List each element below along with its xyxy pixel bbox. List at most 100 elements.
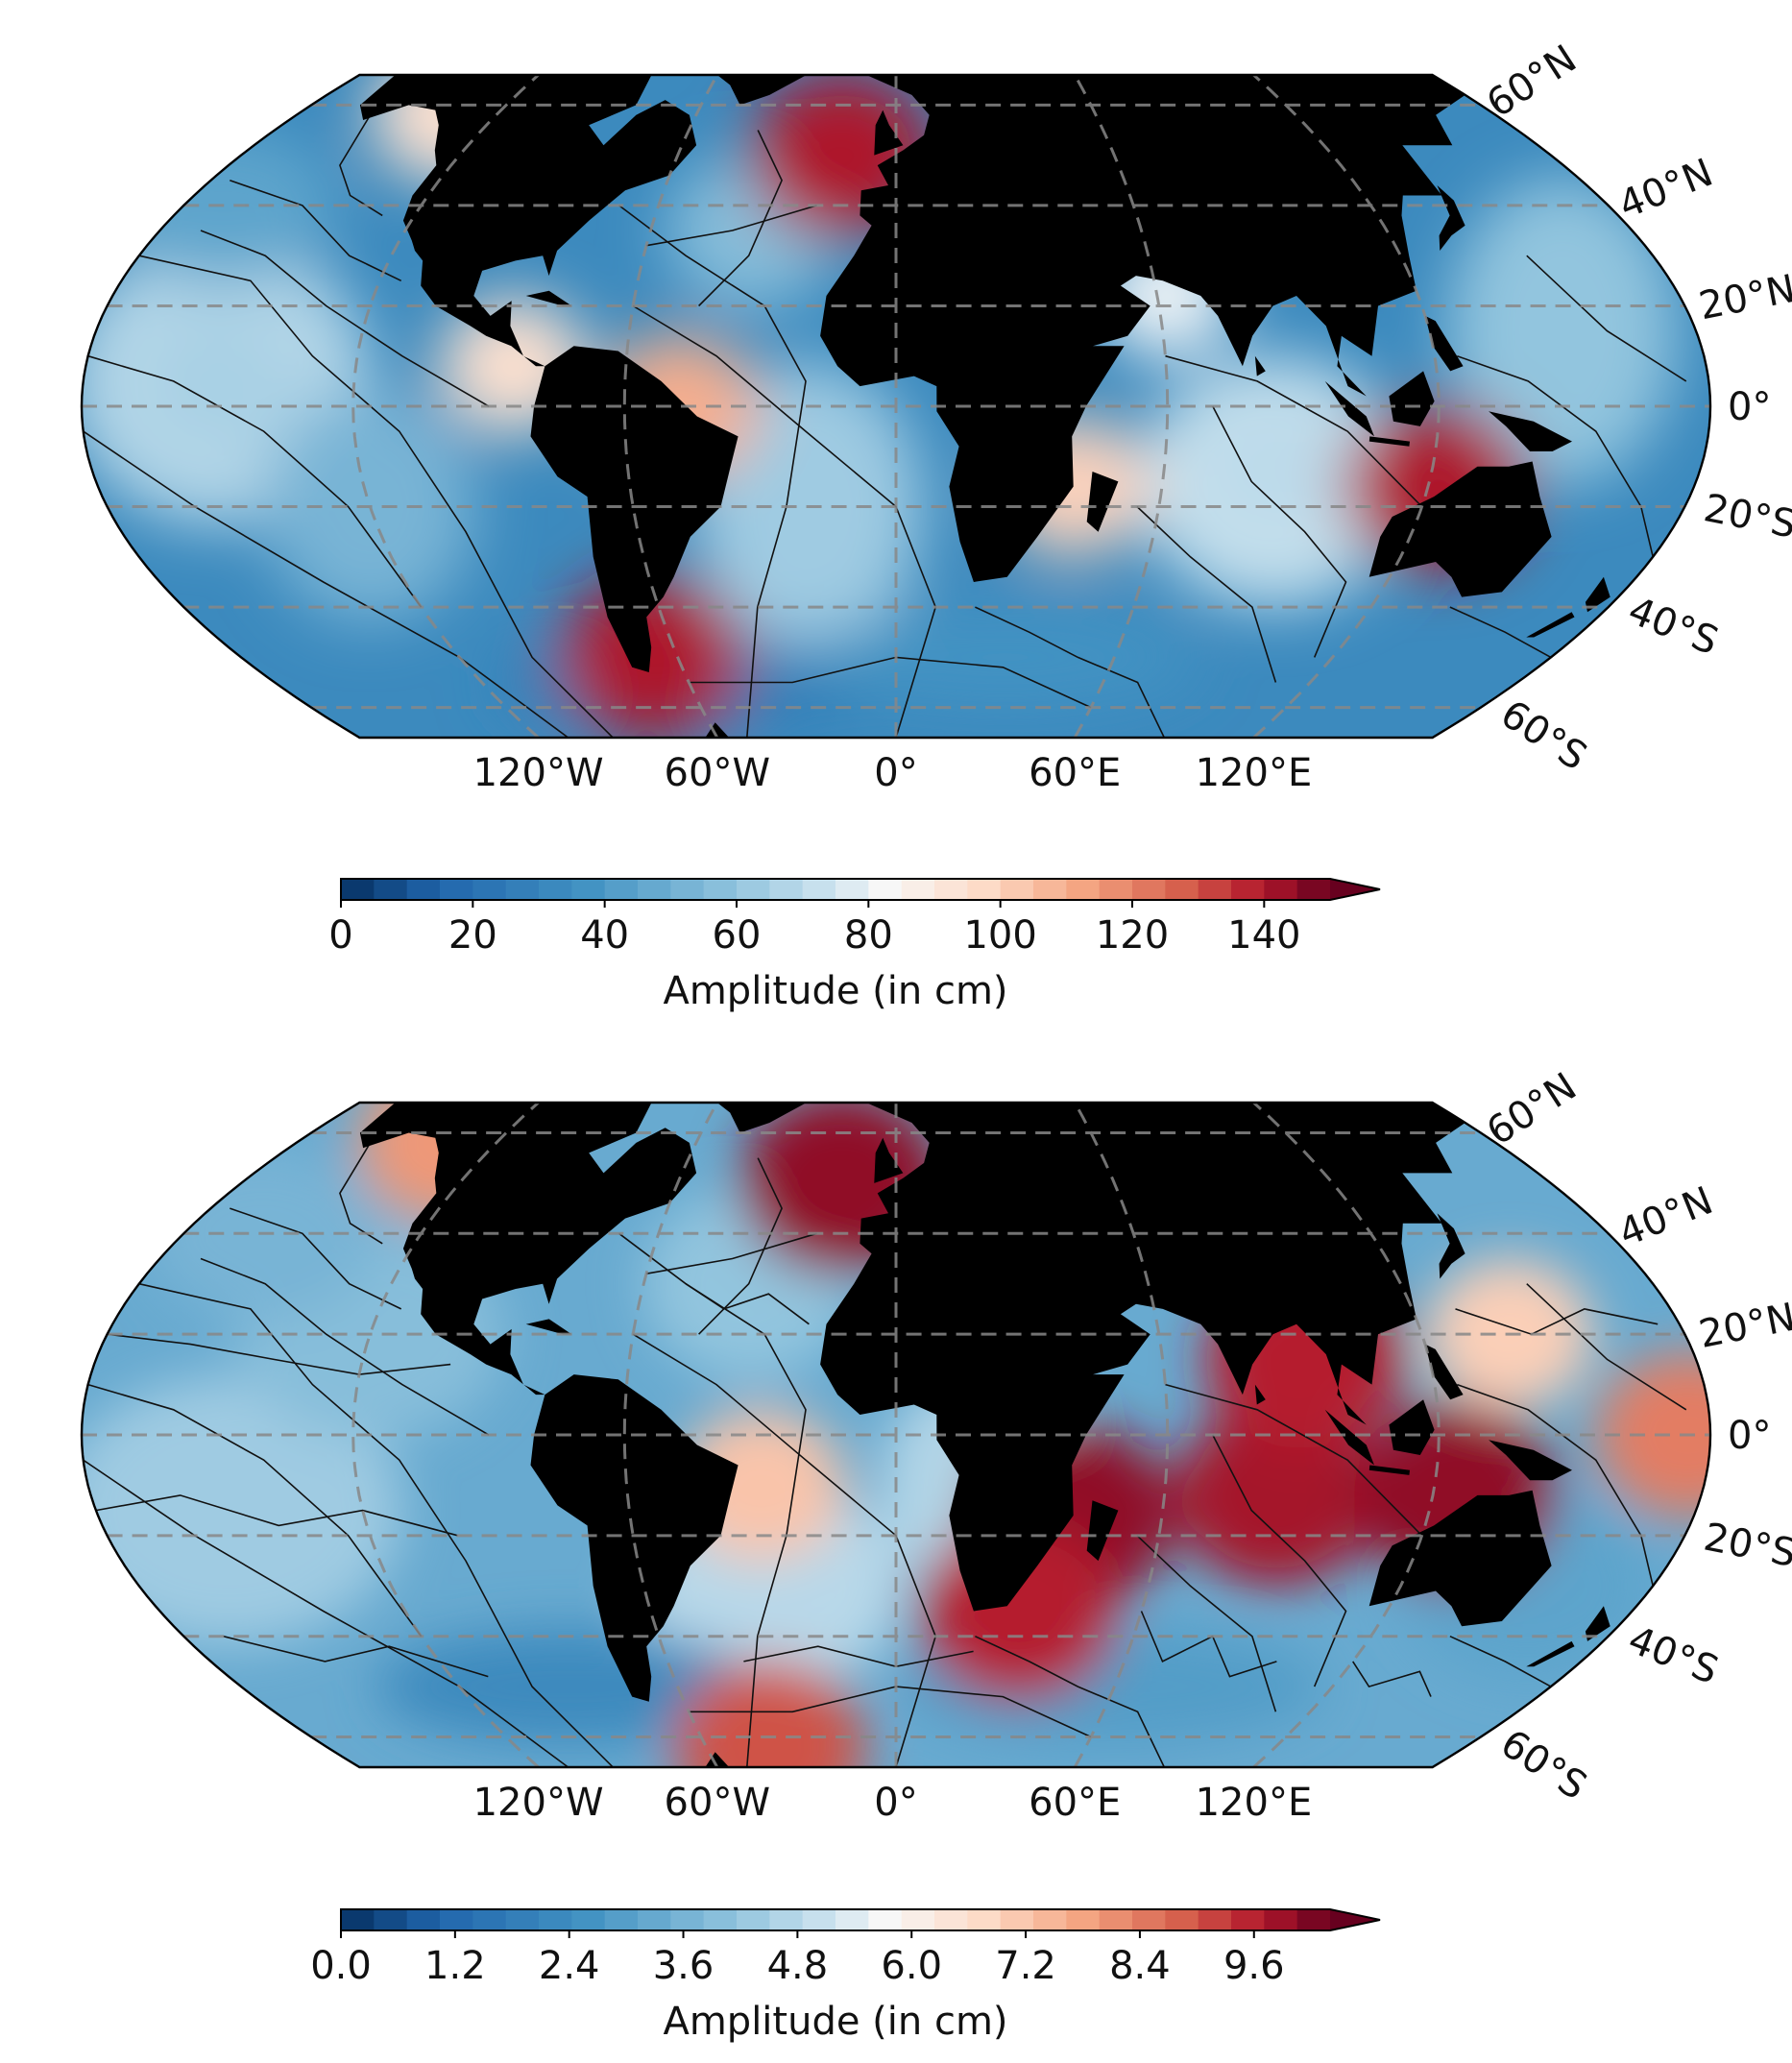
land-new-guinea <box>1489 411 1572 451</box>
colorbar-cell <box>802 879 836 900</box>
land-australia <box>1368 461 1552 597</box>
colorbar-top-frame <box>340 878 1381 901</box>
longitude-label: 120°W <box>473 1781 604 1825</box>
colorbar-bottom-label: Amplitude (in cm) <box>663 2000 1007 2044</box>
latitude-label: 20°N <box>1696 1296 1792 1357</box>
latitude-label: 0° <box>1728 1414 1771 1458</box>
cotidal-line <box>1165 1383 1423 1537</box>
longitude-label: 120°W <box>473 751 604 795</box>
colorbar-cell <box>341 879 375 900</box>
colorbar-cell <box>1033 879 1067 900</box>
colorbar-cell <box>1000 1909 1034 1930</box>
land-philippines <box>1425 1344 1464 1400</box>
hotspot-indian-ocean-amphidrome <box>1210 407 1342 525</box>
land-new-zealand-n <box>1585 1606 1610 1641</box>
land-new-zealand-s <box>1526 1640 1575 1667</box>
cotidal-line <box>1455 1308 1659 1336</box>
hotspot-patagonia <box>560 573 745 738</box>
colorbar-top-ticks: 0 20 40 60 80 100 120 140 <box>328 900 1301 958</box>
colorbar-cell <box>901 879 935 900</box>
colorbar-tick-label: 20 <box>448 913 497 958</box>
land-madagascar <box>1086 1500 1119 1562</box>
cotidal-line <box>975 606 1166 738</box>
colorbar-cell <box>868 1909 903 1930</box>
colorbar-cell <box>934 879 968 900</box>
land-japan <box>1437 185 1465 251</box>
cotidal-line <box>618 205 807 738</box>
cotidal-line <box>743 1645 974 1668</box>
cotidal-line <box>200 1257 490 1436</box>
colorbar-cell <box>374 1909 408 1930</box>
land-new-guinea <box>1489 1440 1572 1481</box>
colorbar-cell <box>1033 1909 1067 1930</box>
colorbar-cell <box>769 879 804 900</box>
graticule-meridian <box>1252 1103 1441 1767</box>
cotidal-line <box>632 304 937 738</box>
cotidal-line <box>1449 1635 1552 1687</box>
land-new-zealand-n <box>1585 576 1610 613</box>
land-antarctic-peninsula <box>705 722 730 738</box>
colorbar-tick-label: 9.6 <box>1223 1944 1285 1988</box>
land-sri-lanka <box>1254 355 1266 376</box>
colorbar-bottom-gradient <box>341 1909 1331 1930</box>
graticule-meridian <box>351 1103 540 1767</box>
graticule-meridian <box>1073 1103 1170 1767</box>
cotidal-line <box>645 205 817 247</box>
longitude-label: 60°E <box>1029 1781 1121 1825</box>
colorbar-cell <box>505 1909 540 1930</box>
land-madagascar <box>1086 472 1119 532</box>
colorbar-top-label: Amplitude (in cm) <box>663 969 1007 1013</box>
colorbar-cell <box>670 879 705 900</box>
colorbar-cell <box>604 1909 639 1930</box>
graticule-meridian <box>622 1103 719 1767</box>
land-new-zealand-s <box>1526 612 1575 638</box>
colorbar-cell <box>802 1909 836 1930</box>
cotidal-line <box>1526 255 1687 382</box>
cotidal-lines-bottom <box>83 1132 1687 1767</box>
land-java <box>1368 436 1410 447</box>
land-north-america <box>359 1103 697 1396</box>
colorbar-cell <box>440 879 473 900</box>
colorbar-cell <box>967 879 1002 900</box>
top-background-band <box>812 609 1198 706</box>
cotidal-line <box>83 1459 569 1767</box>
colorbar-cell <box>835 879 869 900</box>
cotidal-line <box>95 1494 458 1537</box>
map-boundary-top <box>80 73 1712 740</box>
land-cuba <box>525 290 572 306</box>
colorbar-cell <box>703 1909 738 1930</box>
colorbar-cell <box>670 1909 705 1930</box>
longitude-label: 0° <box>874 751 917 795</box>
longitude-label: 60°W <box>665 751 770 795</box>
top-background-band <box>1447 177 1679 485</box>
colorbar-cell <box>1198 1909 1232 1930</box>
land-north-america <box>359 75 697 367</box>
cotidal-line <box>223 1635 489 1678</box>
colorbar-cell <box>1132 879 1166 900</box>
latitude-label: 20°S <box>1701 486 1792 547</box>
cotidal-line <box>138 255 614 738</box>
land-borneo <box>1389 1399 1435 1455</box>
cotidal-line <box>1165 354 1423 508</box>
colorbar-cell <box>835 1909 869 1930</box>
cotidal-line <box>230 1207 402 1310</box>
latitude-label: 60°S <box>1492 692 1594 779</box>
cotidal-line <box>1526 1283 1687 1411</box>
latitude-label: 40°N <box>1612 1178 1719 1255</box>
cotidal-line <box>1136 1535 1277 1712</box>
longitude-label: 60°W <box>665 1781 770 1825</box>
colorbar-cell <box>604 879 639 900</box>
latitude-label: 20°S <box>1701 1516 1792 1577</box>
colorbar-cell <box>571 1909 606 1930</box>
colorbar-cell <box>638 879 671 900</box>
colorbar-bottom: 0.0 1.2 2.4 3.6 4.8 6.0 7.2 8.4 9.6 Amplitude (i… <box>310 1908 1381 2044</box>
colorbar-cell <box>571 879 606 900</box>
colorbar-cell <box>737 879 770 900</box>
cotidal-line <box>87 354 423 608</box>
latitude-label: 20°N <box>1696 267 1792 328</box>
latitude-label: 40°S <box>1622 1617 1725 1693</box>
cotidal-line <box>645 1232 817 1274</box>
colorbar-cell <box>374 879 408 900</box>
colorbar-tick-label: 0.0 <box>310 1944 372 1988</box>
colorbar-cell <box>1165 879 1199 900</box>
